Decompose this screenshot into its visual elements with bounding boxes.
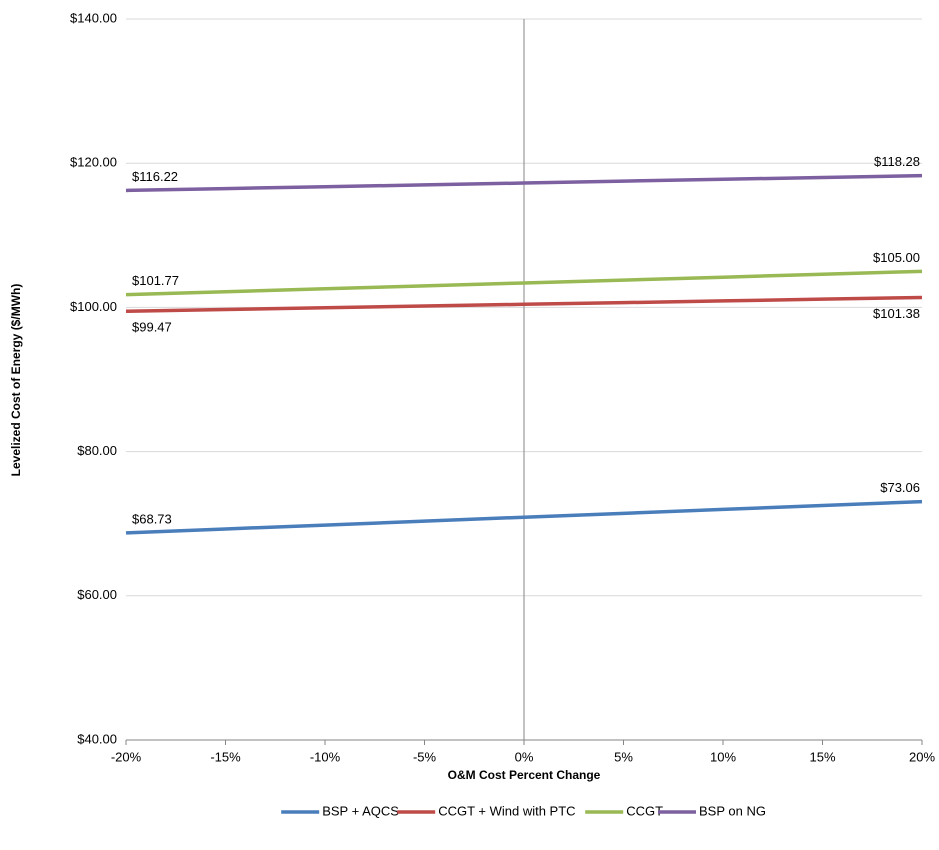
- data-label: $101.77: [132, 273, 179, 288]
- legend-label: BSP + AQCS: [322, 803, 399, 818]
- series-line: [125, 499, 923, 535]
- y-tick-label: $80.00: [77, 443, 117, 458]
- data-label: $116.22: [132, 169, 178, 184]
- x-tick-label: -10%: [310, 749, 341, 764]
- x-tick-label: -20%: [111, 749, 142, 764]
- y-tick-label: $60.00: [77, 587, 117, 602]
- data-label: $99.47: [132, 320, 172, 335]
- x-tick-label: -5%: [413, 749, 437, 764]
- legend-label: CCGT + Wind with PTC: [438, 803, 575, 818]
- y-tick-label: $140.00: [70, 10, 117, 25]
- y-tick-label: $100.00: [70, 299, 117, 314]
- x-tick-label: -15%: [210, 749, 241, 764]
- series-line: [125, 173, 923, 193]
- x-tick-label: 15%: [809, 749, 835, 764]
- series-line: [125, 269, 923, 297]
- data-label: $73.06: [880, 480, 920, 495]
- y-axis-title: Levelized Cost of Energy ($/MWh): [9, 284, 23, 477]
- data-label: $105.00: [873, 250, 920, 265]
- legend-label: BSP on NG: [699, 803, 766, 818]
- x-axis-title: O&M Cost Percent Change: [448, 768, 601, 782]
- y-tick-label: $40.00: [77, 731, 117, 746]
- x-tick-label: 0%: [515, 749, 534, 764]
- x-tick-label: 5%: [614, 749, 633, 764]
- series-line: [125, 295, 923, 313]
- x-tick-label: 20%: [909, 749, 935, 764]
- data-label: $101.38: [873, 306, 920, 321]
- data-label: $118.28: [874, 154, 920, 169]
- legend-label: CCGT: [626, 803, 663, 818]
- x-tick-label: 10%: [710, 749, 736, 764]
- data-label: $68.73: [132, 511, 172, 526]
- y-tick-label: $120.00: [70, 155, 117, 170]
